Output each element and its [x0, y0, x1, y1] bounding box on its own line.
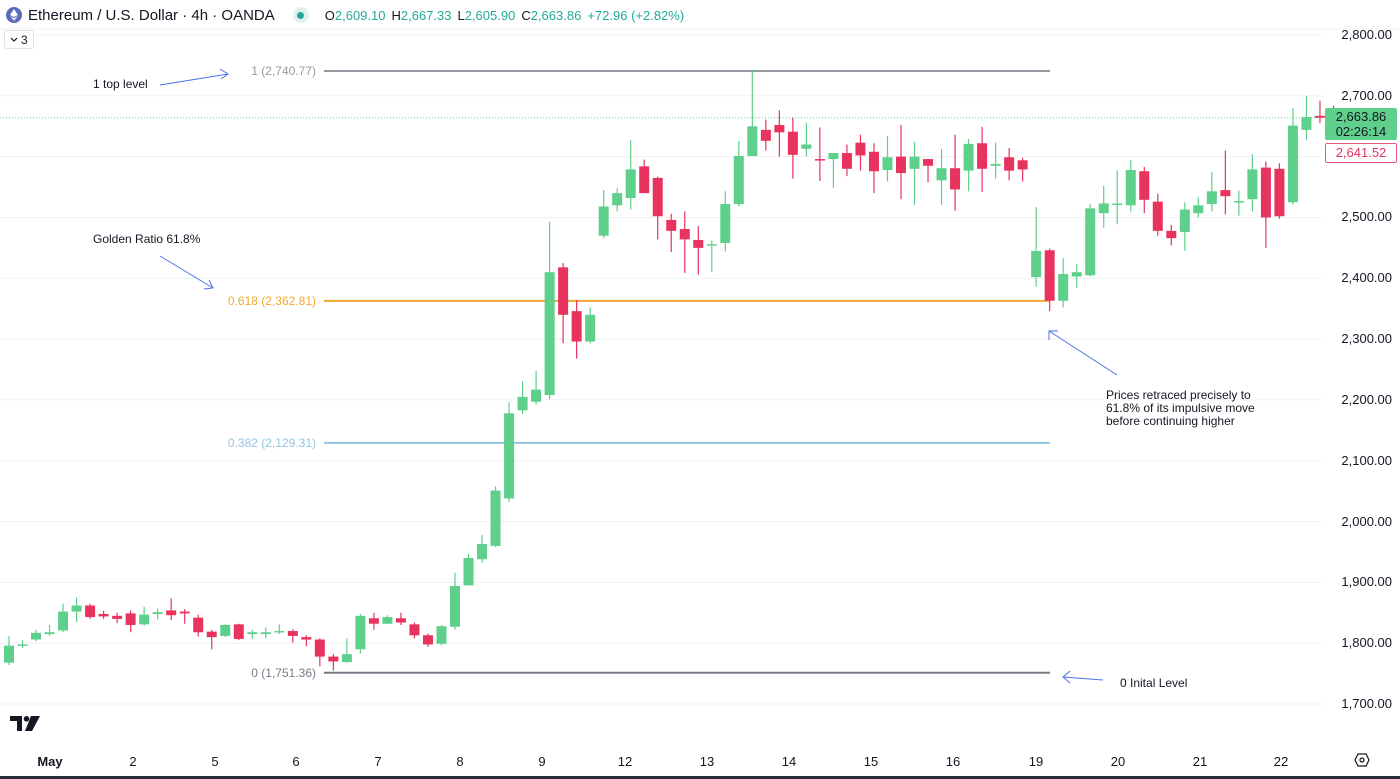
fib-level-label: 0.618 (2,362.81) [227, 293, 316, 308]
fib-level-label: 1 (2,740.77) [251, 64, 316, 79]
time-axis-label: 16 [945, 754, 961, 769]
price-axis-label: 2,300.00 [1341, 331, 1392, 347]
price-axis-label: 2,500.00 [1341, 209, 1392, 225]
last-price-tag: 2,663.86 02:26:14 [1325, 108, 1397, 140]
time-axis-label: 22 [1273, 754, 1289, 769]
tradingview-logo-icon[interactable] [10, 716, 42, 737]
prev-close-tag: 2,641.52 [1325, 143, 1397, 163]
time-axis-label: 21 [1192, 754, 1208, 769]
settings-hex-icon[interactable] [1354, 752, 1370, 773]
market-status-icon[interactable] [292, 7, 309, 23]
time-axis-label: 9 [538, 754, 546, 769]
price-axis-label: 2,700.00 [1341, 87, 1392, 103]
ohlc-high: H2,667.33 [391, 7, 452, 23]
time-axis-label: 12 [617, 754, 633, 769]
indicators-count: 3 [21, 32, 28, 47]
bottom-border [0, 776, 1400, 779]
price-axis-label: 1,700.00 [1341, 696, 1392, 712]
annotation-top-level: 1 top level [93, 77, 148, 91]
annotation-golden-ratio: Golden Ratio 61.8% [93, 232, 201, 246]
candles [4, 70, 1352, 671]
price-axis-label: 1,800.00 [1341, 635, 1392, 651]
fib-level-label: 0.382 (2,129.31) [227, 435, 316, 450]
time-axis-label: 15 [863, 754, 879, 769]
arrow-top-level-icon [159, 68, 229, 86]
time-axis-label: 19 [1028, 754, 1044, 769]
price-axis-label: 2,400.00 [1341, 270, 1392, 286]
arrow-golden-ratio-icon [159, 255, 214, 290]
annotation-arrows [159, 68, 1118, 684]
price-axis-label: 2,100.00 [1341, 452, 1392, 468]
annotation-initial-level: 0 Inital Level [1120, 676, 1188, 690]
ohlc-low: L2,605.90 [457, 7, 516, 23]
price-axis-label: 2,000.00 [1341, 513, 1392, 529]
symbol-title[interactable]: Ethereum / U.S. Dollar · 4h · OANDA [28, 6, 275, 24]
bar-countdown: 02:26:14 [1335, 124, 1387, 139]
fib-level-label: 0 (1,751.36) [251, 665, 316, 680]
time-axis-label: 8 [456, 754, 464, 769]
grid-lines [0, 34, 1322, 705]
time-axis-label: 7 [374, 754, 382, 769]
ethereum-icon [6, 7, 22, 23]
price-axis-label: 1,900.00 [1341, 574, 1392, 590]
arrow-initial-level-icon [1062, 670, 1104, 684]
annotation-retrace-note: Prices retraced precisely to 61.8% of it… [1106, 388, 1255, 428]
time-axis-label: 14 [781, 754, 797, 769]
time-axis-label: 13 [699, 754, 715, 769]
price-change: +72.96 (+2.82%) [587, 7, 685, 23]
symbol-legend: Ethereum / U.S. Dollar · 4h · OANDA O2,6… [6, 4, 684, 26]
price-axis-label: 2,800.00 [1341, 27, 1392, 42]
time-axis-label: 6 [292, 754, 300, 769]
time-axis-label: 20 [1110, 754, 1126, 769]
ohlc-close: C2,663.86 [521, 7, 582, 23]
time-axis-label: 5 [211, 754, 219, 769]
fibonacci-retracement[interactable] [324, 70, 1050, 674]
arrow-retrace-icon [1048, 330, 1118, 376]
indicators-toggle-button[interactable]: 3 [4, 30, 34, 49]
price-axis-label: 2,200.00 [1341, 391, 1392, 407]
time-axis-label: May [37, 754, 63, 769]
ohlc-open: O2,609.10 [324, 7, 386, 23]
time-axis-label: 2 [129, 754, 137, 769]
chevron-down-icon [10, 37, 18, 42]
